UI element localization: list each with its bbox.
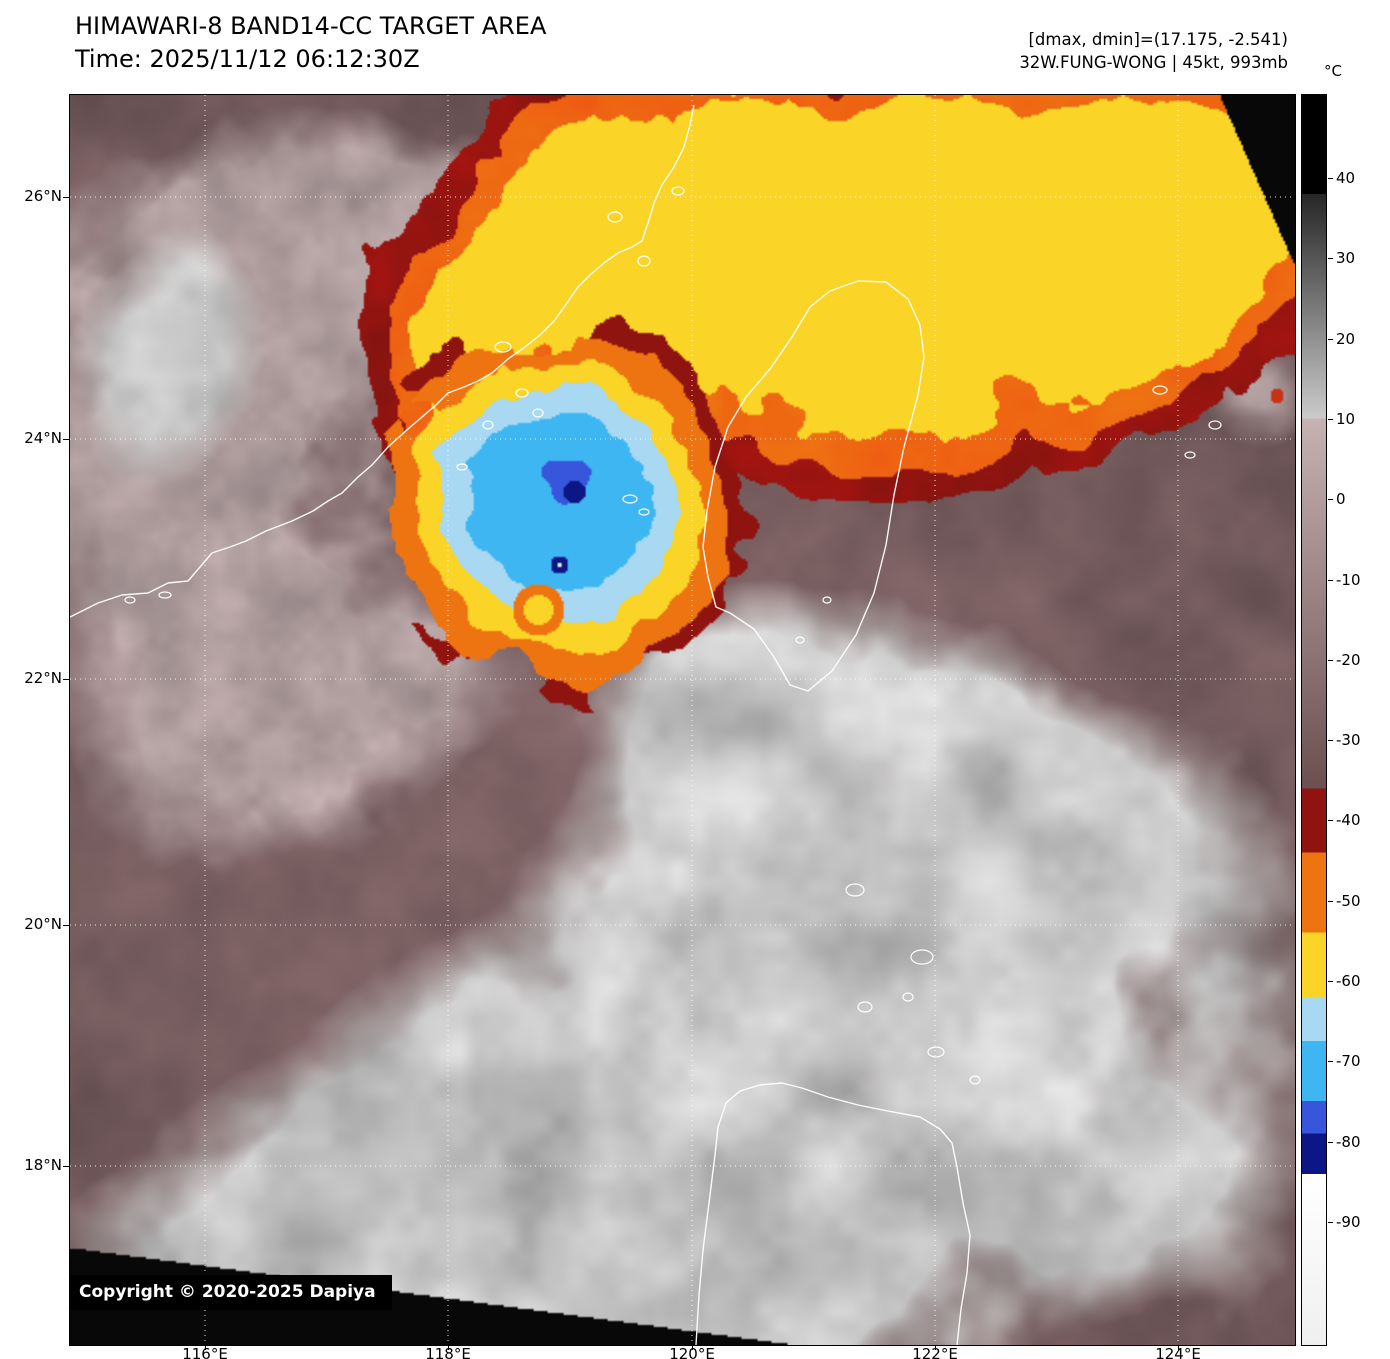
map-overlay	[70, 95, 1295, 1345]
colorbar-tick-label: -90	[1336, 1213, 1361, 1232]
coastline	[702, 280, 925, 692]
colorbar-tick-mark	[1328, 659, 1333, 661]
island-coastline	[158, 591, 172, 599]
colorbar-tick-mark	[1328, 258, 1333, 260]
colorbar-tick-mark	[1328, 1061, 1333, 1063]
colorbar	[1301, 94, 1327, 1346]
lat-axis-label: 26°N	[24, 187, 62, 205]
colorbar-tick-label: -50	[1336, 891, 1361, 910]
colorbar-tick-label: -60	[1336, 972, 1361, 991]
island-coastline	[845, 883, 865, 897]
coastline	[70, 104, 695, 618]
lon-axis-tick	[448, 1346, 449, 1350]
satellite-imagery-canvas	[70, 95, 1295, 1345]
lat-axis-tick	[63, 679, 69, 680]
colorbar-tick-label: -80	[1336, 1132, 1361, 1151]
island-coastline	[927, 1046, 945, 1058]
colorbar-tick-label: 30	[1336, 249, 1356, 268]
lat-axis-tick	[63, 439, 69, 440]
island-coastline	[910, 949, 934, 965]
colorbar-tick-mark	[1328, 178, 1333, 179]
island-coastline	[494, 341, 512, 353]
copyright-label: Copyright © 2020-2025 Dapiya	[70, 1275, 392, 1310]
colorbar-tick-mark	[1328, 900, 1333, 902]
lon-axis-tick	[692, 1346, 693, 1350]
island-coastline	[969, 1075, 981, 1085]
colorbar-tick-label: 10	[1336, 409, 1356, 428]
colorbar-tick-label: -30	[1336, 731, 1361, 750]
page-title: HIMAWARI-8 BAND14-CC TARGET AREA	[75, 12, 547, 40]
colorbar-tick-label: -10	[1336, 570, 1361, 589]
lat-axis-tick	[63, 1166, 69, 1167]
colorbar-tick-mark	[1328, 740, 1333, 742]
island-coastline	[622, 494, 638, 504]
colorbar-tick-mark	[1328, 1141, 1333, 1143]
island-coastline	[1184, 451, 1196, 459]
island-coastline	[822, 596, 832, 604]
colorbar-tick-mark	[1328, 820, 1333, 822]
lat-axis-label: 24°N	[24, 429, 62, 447]
lon-axis-label: 124°E	[1155, 1345, 1201, 1359]
island-coastline	[1152, 385, 1168, 395]
coastline	[695, 1082, 971, 1345]
lat-axis-label: 18°N	[24, 1156, 62, 1174]
colorbar-tick-label: 0	[1336, 490, 1346, 509]
colorbar-tick-label: 40	[1336, 169, 1356, 187]
lat-axis-tick	[63, 925, 69, 926]
colorbar-tick-mark	[1328, 338, 1333, 340]
colorbar-unit-label: °C	[1324, 62, 1342, 80]
satellite-map-frame: Copyright © 2020-2025 Dapiya	[69, 94, 1296, 1346]
lon-axis-tick	[935, 1346, 936, 1350]
lat-axis-tick	[63, 197, 69, 198]
island-coastline	[638, 508, 650, 516]
header-meta: [dmax, dmin]=(17.175, -2.541) 32W.FUNG-W…	[1019, 28, 1288, 74]
colorbar-tick-label: 20	[1336, 329, 1356, 348]
island-coastline	[532, 408, 544, 418]
lon-axis-label: 118°E	[425, 1345, 471, 1359]
colorbar-tick-mark	[1328, 579, 1333, 581]
colorbar-tick-mark	[1328, 981, 1333, 983]
colorbar-tick-label: -40	[1336, 811, 1361, 830]
lon-axis-label: 116°E	[182, 1345, 228, 1359]
colorbar-tick-mark	[1328, 1222, 1333, 1224]
storm-info-readout: 32W.FUNG-WONG | 45kt, 993mb	[1019, 53, 1288, 72]
island-coastline	[482, 420, 494, 430]
island-coastline	[515, 388, 529, 398]
island-coastline	[607, 211, 623, 223]
island-coastline	[637, 255, 651, 267]
lon-axis-tick	[1178, 1346, 1179, 1350]
island-coastline	[671, 186, 685, 196]
lat-axis-label: 20°N	[24, 915, 62, 933]
lon-axis-tick	[205, 1346, 206, 1350]
lat-axis-label: 22°N	[24, 669, 62, 687]
colorbar-tick-label: -20	[1336, 650, 1361, 669]
island-coastline	[902, 992, 914, 1002]
island-coastline	[1208, 420, 1222, 430]
colorbar-tick-mark	[1328, 499, 1333, 501]
island-coastline	[456, 463, 468, 471]
island-coastline	[124, 596, 136, 604]
island-coastline	[795, 636, 805, 644]
lon-axis-label: 120°E	[669, 1345, 715, 1359]
lon-axis-label: 122°E	[912, 1345, 958, 1359]
timestamp: Time: 2025/11/12 06:12:30Z	[75, 45, 420, 73]
island-coastline	[857, 1001, 873, 1013]
colorbar-tick-mark	[1328, 418, 1333, 420]
dmax-dmin-readout: [dmax, dmin]=(17.175, -2.541)	[1028, 30, 1289, 49]
colorbar-tick-label: -70	[1336, 1052, 1361, 1071]
